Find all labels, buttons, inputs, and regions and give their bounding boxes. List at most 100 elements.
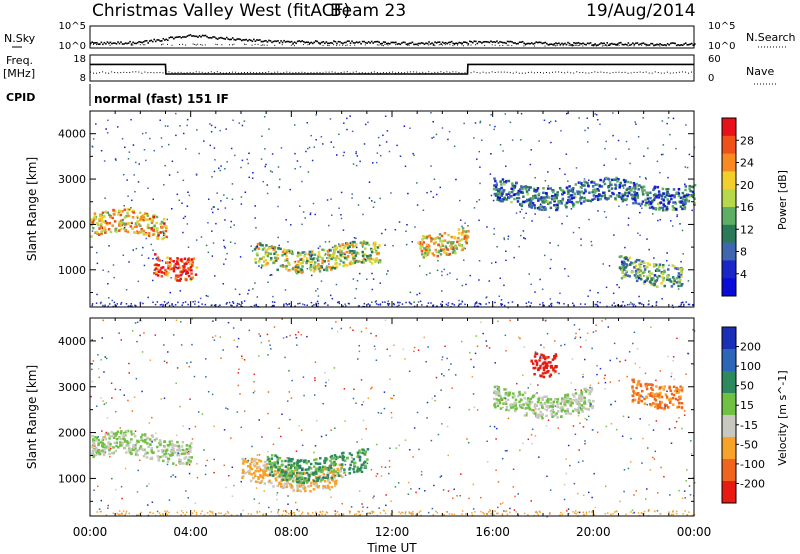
scatter-cell	[577, 414, 580, 417]
echo-cell	[563, 191, 566, 194]
echo-cell	[316, 257, 319, 261]
echo-cell	[160, 449, 164, 452]
nsearch-point	[139, 44, 141, 46]
nsky-point	[245, 38, 248, 41]
scatter-cell	[567, 180, 569, 183]
echo-cell	[165, 235, 168, 239]
scatter-cell	[541, 192, 544, 195]
scatter-cell	[672, 117, 675, 120]
echo-cell	[135, 230, 139, 233]
scatter-cell	[284, 289, 287, 291]
echo-cell	[495, 194, 499, 197]
scatter-cell	[567, 508, 570, 510]
echo-cell	[314, 472, 318, 475]
scatter-cell	[460, 473, 462, 475]
echo-cell	[169, 257, 172, 260]
nsky-point	[192, 35, 195, 37]
echo-cell	[353, 244, 357, 248]
scatter-cell	[115, 410, 117, 413]
nsearch-point	[524, 44, 526, 46]
scatter-cell	[566, 112, 568, 115]
echo-cell	[284, 476, 288, 479]
echo-cell	[260, 480, 263, 483]
echo-cell	[661, 265, 665, 269]
nsearch-point	[197, 43, 199, 45]
echo-cell	[250, 467, 254, 471]
echo-cell	[554, 397, 557, 401]
echo-cell	[621, 265, 625, 269]
scatter-cell	[149, 137, 151, 140]
scatter-cell	[309, 254, 311, 256]
echo-cell	[287, 261, 290, 264]
echo-cell	[554, 370, 557, 373]
ground-cell	[317, 302, 320, 305]
scatter-cell	[172, 334, 175, 336]
scatter-cell	[313, 146, 316, 148]
scatter-cell	[232, 119, 234, 122]
echo-cell	[650, 272, 654, 275]
echo-cell	[134, 231, 137, 234]
echo-cell	[607, 189, 611, 193]
echo-cell	[646, 193, 649, 197]
echo-cell	[357, 469, 361, 473]
ground-cell	[285, 302, 287, 305]
nave-point	[500, 71, 502, 73]
echo-cell	[135, 225, 138, 228]
nsky-point	[180, 36, 183, 39]
nsky-point	[274, 40, 276, 42]
echo-cell	[631, 398, 635, 402]
echo-cell	[289, 484, 293, 488]
ground-cell	[572, 302, 574, 305]
echo-cell	[321, 256, 324, 260]
echo-cell	[155, 272, 158, 276]
echo-cell	[119, 227, 123, 231]
echo-cell	[246, 464, 250, 468]
nave-point	[564, 72, 566, 74]
scatter-cell	[519, 211, 521, 213]
echo-cell	[645, 387, 649, 391]
scatter-cell	[196, 129, 198, 131]
echo-cell	[589, 390, 592, 393]
echo-cell	[648, 206, 652, 210]
echo-cell	[341, 458, 345, 462]
echo-cell	[563, 403, 566, 406]
nsearch-label: N.Search	[746, 31, 796, 44]
nsky-tick-bottom: 10^0	[59, 41, 86, 52]
echo-cell	[498, 193, 502, 196]
echo-cell	[552, 355, 556, 358]
nsearch-point	[339, 44, 341, 46]
scatter-cell	[398, 221, 401, 223]
nsky-point	[94, 42, 97, 44]
scatter-cell	[176, 193, 179, 196]
scatter-cell	[654, 450, 657, 453]
scatter-cell	[243, 410, 246, 412]
echo-cell	[567, 411, 570, 415]
echo-cell	[103, 229, 106, 232]
echo-cell	[188, 447, 192, 451]
scatter-cell	[490, 152, 492, 155]
ground-cell	[485, 303, 487, 305]
echo-cell	[321, 261, 324, 265]
echo-cell	[438, 233, 442, 236]
echo-cell	[355, 470, 359, 473]
nsky-point	[115, 42, 118, 45]
date-label: 19/Aug/2014	[586, 1, 696, 21]
nave-point	[153, 72, 155, 74]
echo-cell	[273, 463, 276, 467]
nave-point	[156, 72, 158, 74]
echo-cell	[299, 489, 302, 493]
echo-cell	[540, 403, 544, 406]
nsky-point	[623, 43, 625, 46]
echo-cell	[661, 187, 665, 191]
echo-cell	[596, 198, 600, 202]
echo-cell	[335, 479, 338, 483]
scatter-cell	[564, 173, 566, 176]
echo-cell	[259, 481, 262, 485]
scatter-cell	[382, 134, 384, 137]
echo-cell	[439, 253, 443, 256]
echo-cell	[561, 405, 564, 409]
echo-cell	[620, 268, 624, 272]
scatter-cell	[660, 153, 663, 156]
nave-point	[147, 72, 149, 74]
echo-cell	[639, 269, 643, 272]
